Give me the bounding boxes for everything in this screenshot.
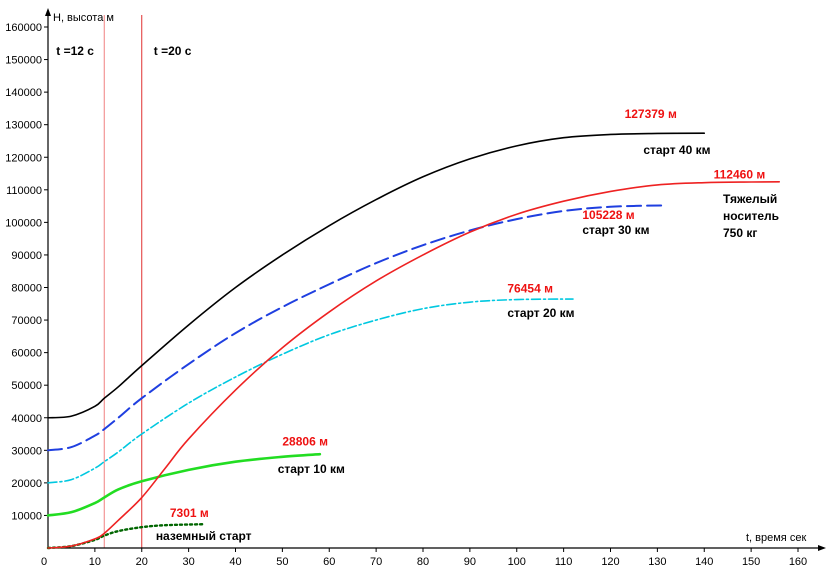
series-line-4 — [46, 452, 322, 517]
y-tick-label: 120000 — [5, 152, 42, 164]
series-line-3 — [47, 298, 574, 484]
end-value-label: 7301 м — [170, 506, 209, 520]
x-tick-label: 20 — [136, 556, 148, 568]
x-tick-label: 30 — [183, 556, 195, 568]
y-tick-label: 40000 — [11, 413, 42, 425]
y-tick-label: 50000 — [11, 380, 42, 392]
end-value-label: 76454 м — [507, 281, 553, 295]
y-axis-arrow — [45, 8, 51, 16]
x-tick-label: 50 — [276, 556, 288, 568]
x-tick-label: 110 — [555, 556, 573, 568]
x-tick-label: 150 — [742, 556, 760, 568]
y-tick-label: 110000 — [6, 185, 42, 197]
series-label: наземный старт — [156, 529, 252, 543]
x-axis-label: t, время сек — [746, 532, 806, 544]
y-tick-label: 150000 — [5, 55, 42, 67]
vertical-line-label: t =12 с — [56, 44, 94, 58]
y-tick-label: 140000 — [5, 87, 42, 99]
x-tick-label: 160 — [789, 556, 807, 568]
x-axis-arrow — [818, 545, 826, 551]
y-tick-label: 130000 — [5, 120, 42, 132]
x-tick-label: 70 — [370, 556, 382, 568]
end-value-label: 127379 м — [625, 107, 677, 121]
y-tick-label: 70000 — [11, 315, 42, 327]
y-tick-label: 20000 — [11, 478, 42, 490]
x-tick-label: 140 — [695, 556, 713, 568]
end-value-label: 112460 м — [714, 167, 766, 181]
x-tick-label: 130 — [648, 556, 666, 568]
series-line-1 — [47, 132, 706, 419]
x-tick-label: 40 — [229, 556, 241, 568]
y-axis-label: H, высота м — [53, 12, 114, 24]
x-tick-label: 0 — [41, 556, 47, 568]
series-label: старт 30 км — [582, 223, 649, 237]
series-line-2 — [47, 204, 668, 452]
series-label: старт 40 км — [643, 143, 710, 157]
x-tick-label: 120 — [601, 556, 619, 568]
y-tick-label: 80000 — [11, 283, 42, 295]
end-value-label: 28806 м — [282, 434, 328, 448]
series-label: старт 20 км — [507, 306, 574, 320]
y-tick-label: 90000 — [11, 250, 42, 262]
x-tick-label: 60 — [323, 556, 335, 568]
series-line-6 — [47, 181, 781, 549]
y-tick-label: 160000 — [5, 22, 42, 34]
series-label: Тяжелый — [723, 192, 777, 206]
x-tick-label: 10 — [89, 556, 101, 568]
x-tick-label: 100 — [508, 556, 526, 568]
end-value-label: 105228 м — [582, 208, 634, 222]
y-tick-label: 10000 — [11, 510, 42, 522]
y-tick-label: 60000 — [11, 348, 42, 360]
y-tick-label: 30000 — [11, 445, 42, 457]
series-label: старт 10 км — [278, 462, 345, 476]
series-label: 750 кг — [723, 226, 757, 240]
y-tick-label: 100000 — [5, 217, 42, 229]
x-tick-label: 90 — [464, 556, 476, 568]
x-tick-label: 80 — [417, 556, 429, 568]
series-label: носитель — [723, 209, 779, 223]
vertical-line-label: t =20 с — [154, 44, 192, 58]
